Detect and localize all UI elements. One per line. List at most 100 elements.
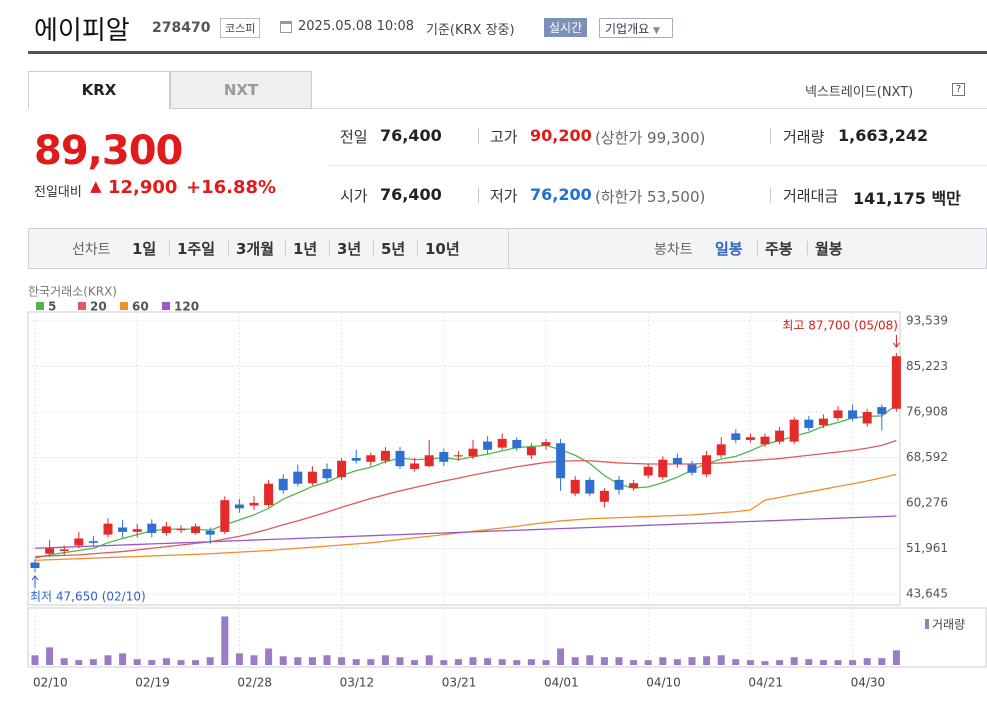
candle-body xyxy=(833,410,843,419)
candle-body xyxy=(629,483,639,489)
legend-label: 120 xyxy=(174,300,199,314)
change: 12,900 xyxy=(108,177,178,198)
volume-frame xyxy=(27,607,987,668)
overview-dropdown[interactable]: 기업개요 ▼ xyxy=(599,18,673,38)
candle-body xyxy=(483,441,493,450)
stock-name: 에이피알 xyxy=(34,16,130,46)
info-value: 141,175 백만 xyxy=(853,189,961,208)
volume-bar xyxy=(805,659,813,665)
candle-body xyxy=(337,460,347,478)
candle-body xyxy=(366,455,376,462)
legend-swatch xyxy=(36,302,44,310)
volume-bar xyxy=(688,657,696,665)
volume-bar xyxy=(279,656,287,665)
legend-swatch xyxy=(162,302,170,310)
period-button[interactable]: 1년 xyxy=(293,240,318,258)
volume-bar xyxy=(630,660,638,665)
candle-body xyxy=(585,479,595,494)
y-tick-label: 51,961 xyxy=(906,541,948,555)
period-button[interactable]: 3개월 xyxy=(236,240,275,258)
volume-bar xyxy=(542,660,550,665)
tab-nxt[interactable]: NXT xyxy=(170,71,312,109)
nxt-link[interactable]: 넥스트레이드(NXT) xyxy=(805,85,914,100)
info-label: 저가 xyxy=(490,187,518,205)
toolbar-sep xyxy=(508,229,509,268)
candle-body xyxy=(614,479,624,490)
high-arrow xyxy=(893,335,900,348)
change-rate: +16.88% xyxy=(186,177,277,198)
x-tick-label: 03/12 xyxy=(340,676,375,690)
candle-body xyxy=(380,450,390,461)
legend-swatch xyxy=(78,302,86,310)
volume-bar xyxy=(75,660,83,665)
volume-legend: 거래량 xyxy=(932,618,965,632)
period-button[interactable]: 1일 xyxy=(132,240,157,258)
col-sep xyxy=(478,187,479,203)
volume-bar xyxy=(527,659,535,665)
candle-body xyxy=(731,433,741,440)
legend-label: 5 xyxy=(48,300,56,314)
x-tick-label: 02/10 xyxy=(33,676,68,690)
volume-bar xyxy=(484,658,492,665)
info-extra: (상한가 99,300) xyxy=(595,129,706,147)
candle-body xyxy=(264,483,274,506)
period-button[interactable]: 3년 xyxy=(337,240,362,258)
volume-bar xyxy=(192,660,200,665)
info-label: 고가 xyxy=(490,128,518,146)
col-sep xyxy=(770,187,771,203)
help-icon[interactable]: ? xyxy=(952,83,965,96)
volume-bar xyxy=(89,659,97,665)
line-chart-label: 선차트 xyxy=(72,242,111,258)
candle-body xyxy=(161,526,171,533)
candle-body xyxy=(118,527,128,532)
volume-bar xyxy=(834,660,842,665)
candle-body xyxy=(716,444,726,456)
col-sep xyxy=(770,128,771,144)
volume-bar xyxy=(177,660,185,665)
volume-bar xyxy=(308,657,316,665)
volume-bar xyxy=(761,661,769,665)
period-button[interactable]: 5년 xyxy=(381,240,406,258)
candle-body xyxy=(351,458,361,461)
candle-chart-label: 봉차트 xyxy=(654,242,693,258)
volume-bar xyxy=(265,648,273,665)
y-tick-label: 85,223 xyxy=(906,359,948,373)
period-sep xyxy=(228,241,229,255)
volume-bar xyxy=(250,655,258,665)
candle-body xyxy=(556,443,566,479)
period-button[interactable]: 일봉 xyxy=(715,240,743,258)
period-sep xyxy=(329,241,330,255)
candle-body xyxy=(702,455,712,475)
info-value: 76,400 xyxy=(380,185,442,204)
volume-bar xyxy=(557,648,565,665)
x-tick-label: 04/21 xyxy=(748,676,783,690)
volume-bar xyxy=(659,657,667,665)
info-label: 시가 xyxy=(340,187,368,205)
candle-body xyxy=(307,471,317,484)
volume-bar xyxy=(411,660,419,665)
volume-bar xyxy=(454,659,462,665)
period-button[interactable]: 1주일 xyxy=(177,240,216,258)
volume-bar xyxy=(162,658,170,665)
low-annotation: 최저 47,650 (02/10) xyxy=(30,590,146,604)
candle-body xyxy=(220,500,230,532)
candle-body xyxy=(59,549,69,552)
legend-label: 20 xyxy=(90,300,107,314)
x-tick-label: 04/10 xyxy=(646,676,681,690)
realtime-badge[interactable]: 실시간 xyxy=(544,18,588,37)
candle-body xyxy=(745,437,755,440)
plot-frame xyxy=(27,311,901,606)
candle-body xyxy=(862,412,872,424)
period-button[interactable]: 월봉 xyxy=(815,240,843,258)
period-sep xyxy=(757,241,758,255)
volume-bar xyxy=(892,650,900,665)
period-button[interactable]: 주봉 xyxy=(765,240,793,258)
tab-krx[interactable]: KRX xyxy=(28,71,170,109)
candle-body xyxy=(877,407,887,415)
candle-body xyxy=(293,471,303,484)
candle-body xyxy=(643,466,653,476)
period-button[interactable]: 10년 xyxy=(425,240,460,258)
volume-legend-swatch xyxy=(925,619,929,629)
change-label: 전일대비 xyxy=(34,185,82,200)
candle-body xyxy=(512,439,522,449)
